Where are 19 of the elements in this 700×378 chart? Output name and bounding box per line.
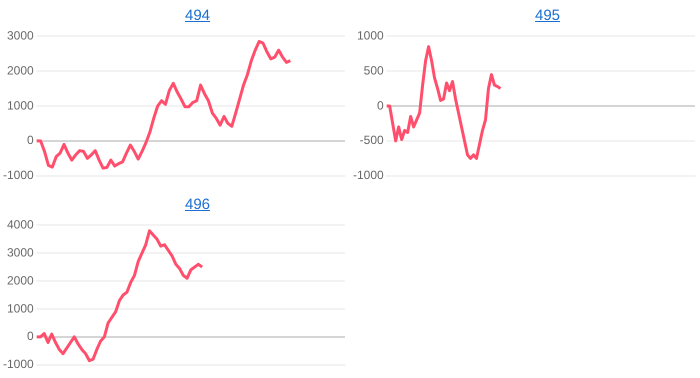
y-tick-label: 0 [377,98,384,112]
chart-title: 496 [184,196,212,213]
y-tick-label: -1000 [2,168,34,182]
chart-title: 494 [184,7,212,24]
y-tick-label: -1000 [2,357,34,372]
y-tick-label: 2000 [6,63,34,78]
y-tick-label: 4000 [6,218,34,232]
y-tick-label: 1000 [356,28,384,43]
y-tick-label: 1000 [6,98,34,112]
y-tick-label: 3000 [6,28,34,43]
y-tick-label: 0 [27,133,34,148]
y-tick-label: 3000 [6,245,34,260]
chart-title: 495 [534,7,562,24]
y-tick-label: -1000 [352,168,384,182]
y-tick-label: 0 [27,329,34,344]
y-tick-label: 1000 [6,301,34,316]
y-tick-label: 500 [364,63,384,78]
y-tick-label: 2000 [6,273,34,288]
y-tick-label: -500 [360,133,384,148]
